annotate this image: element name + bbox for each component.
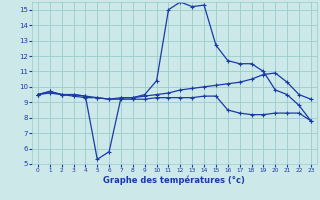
X-axis label: Graphe des températures (°c): Graphe des températures (°c) bbox=[103, 176, 245, 185]
